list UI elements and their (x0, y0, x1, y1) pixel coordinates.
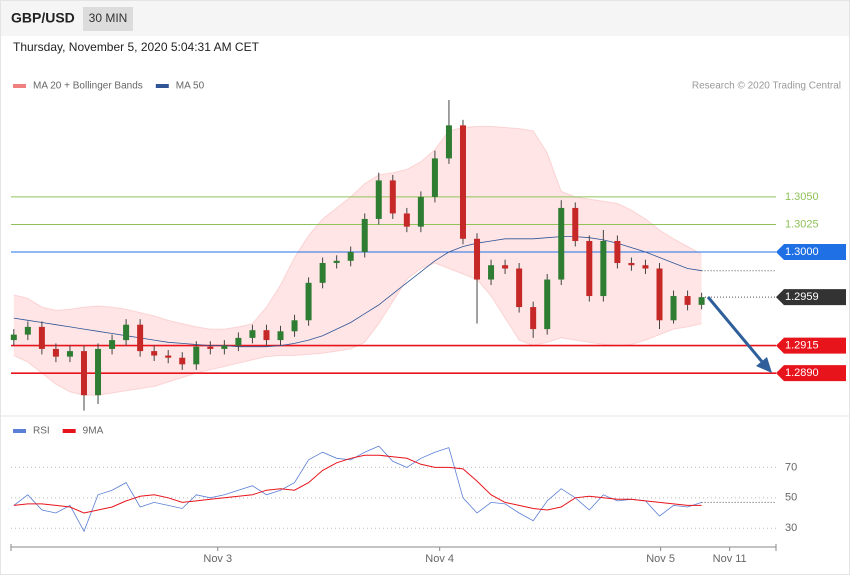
header-bar (1, 1, 849, 36)
candle-body (277, 331, 284, 341)
legend-label: 9MA (83, 426, 104, 437)
candle-body (600, 240, 607, 297)
bollinger-upper (13, 125, 702, 330)
candle-body (347, 251, 354, 261)
candle-body (207, 346, 214, 349)
y-tick-label: 30 (785, 522, 797, 534)
candle-body (38, 326, 45, 349)
candle-body (572, 207, 579, 241)
x-tick-label: Nov 4 (425, 553, 454, 565)
candle-body (263, 330, 270, 341)
candle-body (137, 324, 144, 352)
candle-body (361, 218, 368, 252)
level-label-box (776, 365, 846, 382)
timestamp: Thursday, November 5, 2020 5:04:31 AM CE… (13, 40, 260, 54)
legend-swatch (155, 84, 169, 88)
level-label-box (776, 243, 846, 260)
candle-body (684, 296, 691, 305)
candle-body (52, 348, 59, 357)
candle-body (151, 351, 158, 356)
candle-body (305, 282, 312, 321)
forecast-arrow (706, 296, 766, 365)
level-label: 1.2915 (785, 340, 819, 352)
legend-label: RSI (33, 426, 50, 437)
candle-body (445, 125, 452, 159)
interval[interactable]: 30 MIN (89, 11, 128, 25)
y-tick-label: 70 (785, 461, 797, 473)
credit: Research © 2020 Trading Central (692, 81, 841, 92)
legend-swatch (13, 429, 26, 433)
candle-body (459, 125, 466, 239)
candle-body (431, 158, 438, 197)
level-label: 1.3050 (785, 191, 819, 203)
candle-body (333, 260, 340, 264)
candle-body (642, 265, 649, 269)
candle-body (291, 320, 298, 332)
candle-body (319, 263, 326, 283)
level-label: 1.2890 (785, 367, 819, 379)
candle-body (375, 180, 382, 219)
candle-body (235, 337, 242, 346)
x-tick-label: Nov 3 (203, 553, 232, 565)
level-label-box (776, 289, 846, 306)
candle-body (95, 348, 102, 396)
candle-body (417, 196, 424, 227)
candle-body (179, 357, 186, 365)
legend-label: MA 50 (176, 81, 205, 92)
indicator-line (13, 445, 702, 533)
legend-label: MA 20 + Bollinger Bands (33, 81, 143, 92)
candle-body (193, 346, 200, 365)
candle-body (516, 268, 523, 308)
symbol: GBP/USD (11, 10, 75, 26)
indicator-line (13, 454, 702, 514)
candle-body (10, 334, 17, 341)
bollinger-band (13, 126, 702, 396)
candle-body (488, 265, 495, 280)
candle-body (165, 355, 172, 358)
level-label-box (776, 337, 846, 354)
legend-swatch (62, 429, 76, 433)
candle-body (66, 351, 73, 357)
candle-body (670, 296, 677, 321)
candle-body (530, 307, 537, 330)
x-tick-label: Nov 5 (646, 553, 675, 565)
candle-body (558, 207, 565, 280)
candle-body (123, 324, 130, 341)
candle-body (614, 240, 621, 264)
forecast-arrow-head (756, 357, 772, 373)
y-tick-label: 50 (785, 492, 797, 504)
legend-swatch (13, 84, 26, 88)
level-label: 1.3000 (785, 246, 819, 258)
candle-body (628, 263, 635, 266)
level-label: 1.2959 (785, 291, 819, 303)
candle-body (586, 240, 593, 297)
level-label: 1.3025 (785, 218, 819, 230)
candle-body (403, 213, 410, 227)
candle-body (221, 345, 228, 349)
candle-body (474, 238, 481, 280)
candle-body (80, 351, 87, 396)
price-panel: 1.3050 1.3025 1.3000 1.2959 1.2915 1.2890 MA 2… (10, 81, 846, 411)
candle-body (544, 279, 551, 330)
interval-box[interactable] (83, 7, 133, 31)
candle-body (502, 265, 509, 269)
rsi-panel: 30 50 70 Nov 3 Nov 4 Nov 5 Nov 11 RSI 9MA (10, 426, 797, 565)
candle-body (109, 340, 116, 349)
candle-body (698, 297, 705, 305)
candle-body (389, 180, 396, 214)
candle-body (656, 268, 663, 321)
candle-body (24, 326, 31, 335)
candle-body (249, 330, 256, 338)
x-tick-label: Nov 11 (713, 553, 747, 565)
